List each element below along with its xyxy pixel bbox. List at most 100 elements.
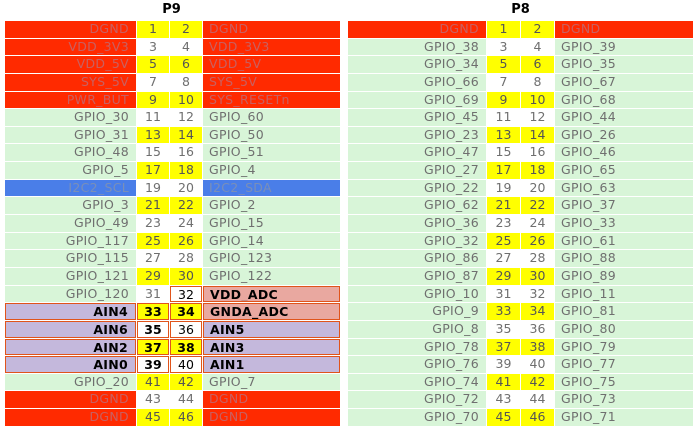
pin-row: GPIO_22 19 20 GPIO_63	[348, 179, 693, 198]
pin-number-even: 8	[521, 73, 554, 91]
pin-number-even: 6	[170, 56, 202, 73]
pin-label-left: GPIO_8	[348, 320, 486, 338]
pin-label-right: GPIO_11	[555, 285, 693, 303]
pin-number-even: 22	[521, 197, 554, 215]
pin-number-odd: 27	[137, 250, 169, 267]
pin-label-right: GPIO_33	[555, 215, 693, 232]
pin-number-even: 36	[170, 320, 202, 338]
pin-label-right: GPIO_67	[555, 73, 693, 91]
pin-number-odd: 3	[137, 38, 169, 56]
pin-label-left: GPIO_30	[5, 109, 136, 126]
pin-row: GPIO_23 13 14 GPIO_26	[348, 126, 693, 145]
pin-label-right: GPIO_68	[555, 91, 693, 109]
pin-label-left: GPIO_34	[348, 56, 486, 73]
pin-number-even: 20	[521, 179, 554, 197]
pin-number-even: 42	[170, 373, 202, 391]
pin-label-left: GPIO_87	[348, 267, 486, 285]
pin-label-left: GPIO_31	[5, 126, 136, 144]
pin-label-left: GPIO_47	[348, 144, 486, 162]
pin-row: GPIO_120 31 32 VDD_ADC	[5, 285, 340, 304]
pin-number-even: 32	[521, 285, 554, 303]
pin-label-left: GPIO_72	[348, 391, 486, 409]
pin-row: GPIO_72 43 44 GPIO_73	[348, 391, 693, 409]
pin-number-even: 16	[170, 144, 202, 162]
pin-number-odd: 11	[137, 109, 169, 126]
pin-label-left: I2C2_SCL	[5, 179, 136, 197]
pin-number-even: 12	[521, 109, 554, 126]
pin-number-odd: 31	[487, 285, 520, 303]
pin-row: VDD_5V 5 6 VDD_5V	[5, 56, 340, 74]
pin-label-left: GPIO_62	[348, 197, 486, 215]
pin-row: GPIO_5 17 18 GPIO_4	[5, 162, 340, 180]
pin-number-even: 40	[521, 356, 554, 373]
pin-label-left: DGND	[348, 21, 486, 38]
pin-number-even: 24	[521, 215, 554, 232]
pin-label-left: GPIO_5	[5, 162, 136, 179]
pin-row: GPIO_62 21 22 GPIO_37	[348, 197, 693, 215]
pin-row: GPIO_78 37 38 GPIO_79	[348, 338, 693, 357]
pin-number-even: 18	[170, 162, 202, 179]
pin-number-even: 22	[170, 197, 202, 215]
pin-number-odd: 41	[137, 373, 169, 391]
pin-number-odd: 1	[137, 21, 169, 38]
pin-label-left: DGND	[5, 391, 136, 409]
pin-number-odd: 13	[137, 126, 169, 144]
pin-number-odd: 43	[487, 391, 520, 409]
pin-number-even: 44	[170, 391, 202, 409]
pin-number-odd: 23	[137, 215, 169, 232]
pin-number-even: 4	[170, 38, 202, 56]
pin-number-odd: 19	[137, 179, 169, 197]
pin-number-even: 26	[170, 232, 202, 250]
pin-number-even: 46	[521, 409, 554, 426]
pin-row: GPIO_115 27 28 GPIO_123	[5, 250, 340, 268]
pin-label-right: GPIO_44	[555, 109, 693, 126]
pin-label-left: VDD_3V3	[5, 38, 136, 56]
pin-number-odd: 39	[487, 356, 520, 373]
pin-label-right: AIN1	[203, 356, 340, 373]
pin-label-right: GPIO_65	[555, 162, 693, 179]
pin-row: GPIO_32 25 26 GPIO_61	[348, 232, 693, 251]
pin-row: GPIO_86 27 28 GPIO_88	[348, 250, 693, 268]
pin-number-odd: 7	[487, 73, 520, 91]
pin-number-odd: 33	[137, 303, 169, 320]
pin-row: GPIO_49 23 24 GPIO_15	[5, 215, 340, 233]
pin-number-even: 32	[170, 285, 202, 303]
pin-label-right: VDD_ADC	[203, 285, 340, 303]
pin-label-right: GPIO_4	[203, 162, 340, 179]
pin-number-odd: 35	[487, 320, 520, 338]
pin-row: GPIO_74 41 42 GPIO_75	[348, 373, 693, 392]
pin-label-right: DGND	[203, 391, 340, 409]
pin-row: GPIO_66 7 8 GPIO_67	[348, 73, 693, 92]
pin-number-odd: 45	[137, 409, 169, 426]
pin-label-right: GPIO_122	[203, 267, 340, 285]
pin-number-even: 24	[170, 215, 202, 232]
pin-label-right: GPIO_71	[555, 409, 693, 426]
pin-row: AIN2 37 38 AIN3	[5, 338, 340, 357]
pin-label-right: GPIO_14	[203, 232, 340, 250]
pin-number-even: 14	[521, 126, 554, 144]
pin-number-even: 46	[170, 409, 202, 426]
pin-row: GPIO_47 15 16 GPIO_46	[348, 144, 693, 162]
pin-label-left: AIN4	[5, 303, 136, 320]
pin-number-even: 14	[170, 126, 202, 144]
pin-label-left: PWR_BUT	[5, 91, 136, 109]
pin-number-even: 2	[170, 21, 202, 38]
pin-label-right: GPIO_80	[555, 320, 693, 338]
pin-label-left: GPIO_121	[5, 267, 136, 285]
pin-label-left: SYS_5V	[5, 73, 136, 91]
pin-label-left: GPIO_70	[348, 409, 486, 426]
pin-row: GPIO_70 45 46 GPIO_71	[348, 409, 693, 427]
pin-number-even: 30	[521, 267, 554, 285]
pin-number-odd: 13	[487, 126, 520, 144]
pin-number-even: 26	[521, 232, 554, 250]
pin-number-odd: 21	[487, 197, 520, 215]
pin-label-left: GPIO_32	[348, 232, 486, 250]
p9-header-table: DGND 1 2 DGND VDD_3V3 3 4 VDD_3V3 VDD_5V 5 6 VDD_5V…	[5, 21, 340, 427]
pin-number-even: 16	[521, 144, 554, 162]
pin-label-left: GPIO_3	[5, 197, 136, 215]
pin-number-odd: 25	[487, 232, 520, 250]
pin-number-odd: 41	[487, 373, 520, 391]
pin-row: GPIO_27 17 18 GPIO_65	[348, 162, 693, 180]
pin-label-right: GPIO_26	[555, 126, 693, 144]
pin-label-left: GPIO_23	[348, 126, 486, 144]
